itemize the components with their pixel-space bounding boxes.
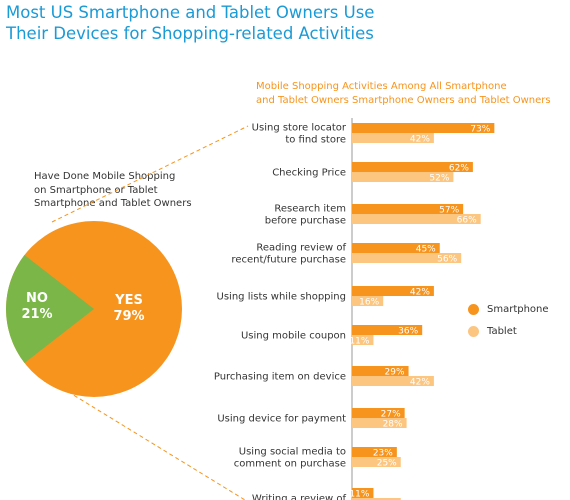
pie-label-no: NO — [26, 291, 48, 306]
category-label-8-line-1: comment on purchase — [234, 459, 346, 470]
legend: Smartphone Tablet — [468, 302, 568, 346]
pie-value-yes: 79% — [113, 309, 144, 324]
pie-chart-title-line-3: Smartphone and Tablet Owners — [34, 198, 192, 209]
category-label-4-line-0: Using lists while shopping — [217, 292, 346, 303]
category-label-2-line-0: Research item — [274, 204, 346, 215]
category-label-5-line-0: Using mobile coupon — [241, 331, 346, 342]
legend-label-smartphone: Smartphone — [487, 303, 549, 315]
category-label-2-line-1: before purchase — [265, 216, 346, 227]
pie-label-yes: YES — [114, 293, 143, 308]
pie-chart-title-line-2: on Smartphone or Tablet — [34, 184, 158, 196]
bar-value-label-smartphone-1: 62% — [449, 163, 469, 173]
bar-tablet-9 — [352, 498, 401, 500]
bar-chart-title: Mobile Shopping Activities Among All Sma… — [256, 80, 566, 107]
legend-item-tablet: Tablet — [468, 324, 568, 338]
bar-smartphone-0 — [352, 123, 495, 133]
bar-value-label-smartphone-6: 29% — [385, 367, 405, 377]
bar-smartphone-1 — [352, 162, 473, 172]
legend-swatch-tablet — [468, 325, 479, 337]
pie-chart-title: Have Done Mobile Shopping on Smartphone … — [34, 170, 234, 211]
chart-title-line-2: Their Devices for Shopping-related Activ… — [6, 24, 374, 43]
category-label-3-line-1: recent/future purchase — [231, 255, 346, 266]
chart-title: Most US Smartphone and Tablet Owners Use… — [6, 2, 406, 44]
bar-tablet-1 — [352, 172, 454, 182]
bar-smartphone-7 — [352, 408, 405, 418]
bar-value-label-smartphone-2: 57% — [439, 205, 459, 215]
bar-value-label-smartphone-9: 11% — [349, 489, 369, 499]
bar-tablet-2 — [352, 214, 481, 224]
bar-value-label-tablet-8: 25% — [377, 458, 397, 468]
bar-tablet-5 — [352, 335, 374, 345]
bar-value-label-tablet-3: 56% — [437, 254, 457, 264]
bar-tablet-7 — [352, 418, 407, 428]
legend-swatch-smartphone — [468, 303, 479, 315]
bar-value-label-tablet-6: 42% — [410, 377, 430, 387]
bar-value-label-smartphone-7: 27% — [381, 409, 401, 419]
connector-line-top — [51, 125, 249, 223]
bar-smartphone-4 — [352, 286, 434, 296]
connector-line-bottom — [61, 387, 246, 500]
pie-chart-title-line-1: Have Done Mobile Shopping — [34, 171, 176, 182]
category-label-9-line-0: Writing a review of — [252, 494, 347, 500]
bar-value-label-smartphone-4: 42% — [410, 287, 430, 297]
bar-smartphone-2 — [352, 204, 464, 214]
bar-chart-title-line-2: and Tablet Owners Smartphone Owners and … — [256, 94, 551, 106]
bar-chart-title-line-1: Mobile Shopping Activities Among All Sma… — [256, 81, 507, 92]
bar-value-label-tablet-5: 11% — [349, 336, 369, 346]
bar-value-label-smartphone-8: 23% — [373, 448, 393, 458]
bar-smartphone-5 — [352, 325, 423, 335]
bar-value-label-tablet-0: 42% — [410, 134, 430, 144]
bar-tablet-4 — [352, 296, 384, 306]
bar-tablet-0 — [352, 133, 434, 143]
category-label-0-line-1: to find store — [285, 135, 346, 146]
bar-value-label-smartphone-3: 45% — [416, 244, 436, 254]
bar-smartphone-8 — [352, 447, 397, 457]
bar-value-label-tablet-2: 66% — [457, 215, 477, 225]
legend-label-tablet: Tablet — [487, 325, 517, 337]
bar-value-label-tablet-1: 52% — [429, 173, 449, 183]
bar-tablet-3 — [352, 253, 462, 263]
category-label-0-line-0: Using store locator — [252, 123, 347, 134]
bar-smartphone-9 — [352, 488, 374, 498]
category-label-1-line-0: Checking Price — [272, 168, 346, 179]
pie-value-no: 21% — [21, 307, 52, 322]
pie-slice-no — [6, 255, 94, 363]
chart-title-line-1: Most US Smartphone and Tablet Owners Use — [6, 3, 375, 22]
legend-item-smartphone: Smartphone — [468, 302, 568, 316]
category-label-6-line-0: Purchasing item on device — [214, 372, 346, 383]
bar-value-label-tablet-7: 28% — [383, 419, 403, 429]
bar-value-label-smartphone-0: 73% — [470, 124, 490, 134]
category-label-3-line-0: Reading review of — [256, 243, 346, 254]
bar-value-label-tablet-4: 16% — [359, 297, 379, 307]
bar-value-label-smartphone-5: 36% — [398, 326, 418, 336]
category-label-7-line-0: Using device for payment — [217, 414, 346, 425]
bar-tablet-8 — [352, 457, 401, 467]
bar-smartphone-6 — [352, 366, 409, 376]
bar-smartphone-3 — [352, 243, 440, 253]
bar-tablet-6 — [352, 376, 434, 386]
category-label-8-line-0: Using social media to — [239, 447, 346, 458]
